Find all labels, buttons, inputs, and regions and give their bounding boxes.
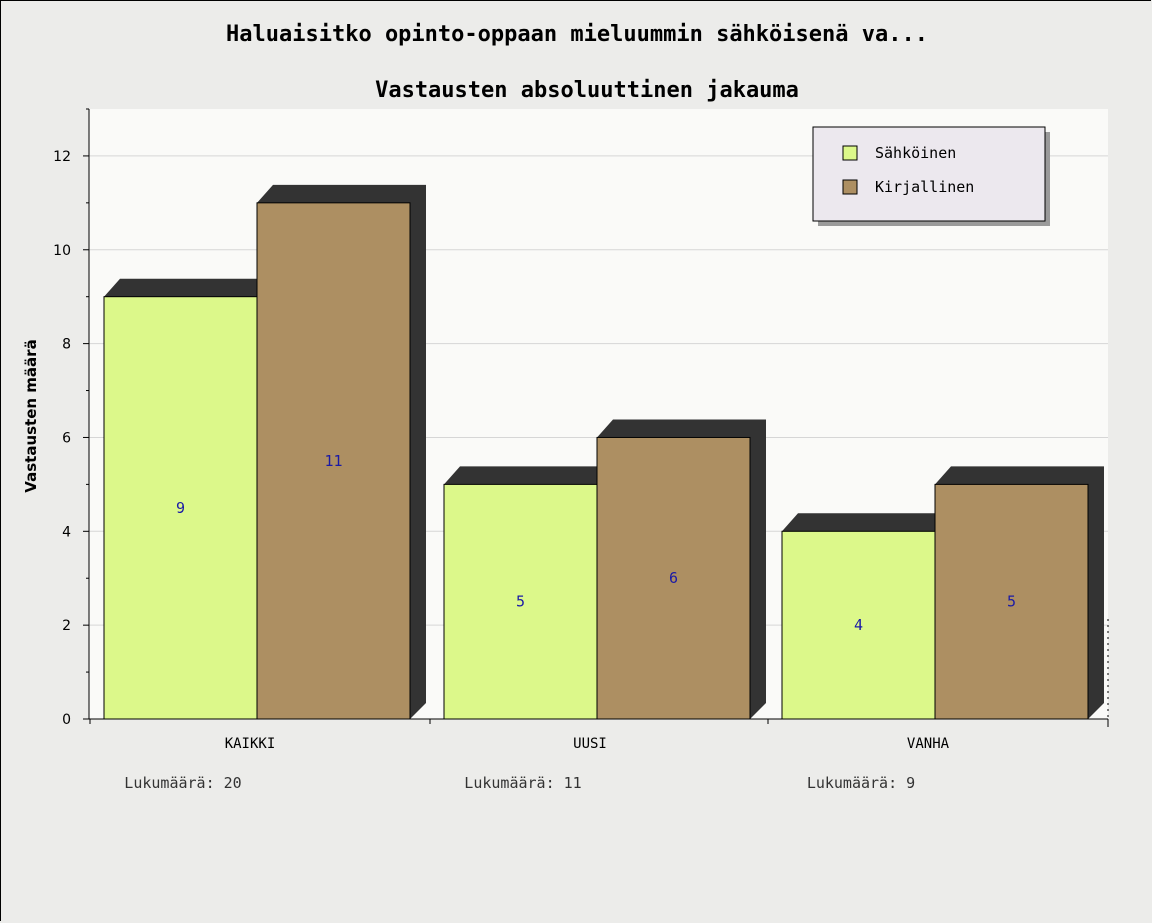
data-label: 9 — [176, 499, 185, 517]
y-tick-label: 10 — [53, 243, 71, 259]
bar-kirjallinen-uusi — [596, 436, 751, 720]
x-tick-label: UUSI — [573, 736, 607, 752]
y-tick-label: 8 — [62, 337, 71, 353]
data-label: 4 — [854, 616, 863, 634]
y-tick-label: 12 — [53, 149, 71, 165]
bar-kirjallinen-kaikki — [256, 202, 411, 720]
x-tick-label: KAIKKI — [225, 736, 276, 752]
category-count-label: Lukumäärä: 11 — [464, 774, 581, 792]
legend-box — [812, 126, 1046, 222]
bar-sahkoinen-vanha — [781, 530, 936, 720]
y-axis-label: Vastausten määrä — [22, 339, 40, 492]
y-tick-label: 4 — [62, 524, 71, 540]
bar-kirjallinen-vanha — [934, 483, 1089, 720]
data-label: 5 — [1007, 593, 1016, 611]
legend-swatch-kirjallinen — [842, 179, 858, 195]
category-count-label: Lukumäärä: 9 — [807, 774, 915, 792]
legend-label-sahkoinen: Sähköinen — [875, 144, 956, 162]
chart-title: Haluaisitko opinto-oppaan mieluummin säh… — [226, 22, 928, 47]
category-count-label: Lukumäärä: 20 — [124, 774, 241, 792]
legend-label-kirjallinen: Kirjallinen — [875, 178, 974, 196]
y-tick-label: 6 — [62, 430, 71, 446]
bar-sahkoinen-uusi — [443, 483, 598, 720]
legend-swatch-sahkoinen — [842, 145, 858, 161]
chart-subtitle: Vastausten absoluuttinen jakauma — [375, 78, 799, 103]
legend: Sähköinen Kirjallinen — [812, 126, 1050, 226]
x-tick-label: VANHA — [907, 736, 950, 752]
y-tick-label: 0 — [62, 712, 71, 728]
data-label: 11 — [324, 452, 342, 470]
y-tick-label: 2 — [62, 618, 71, 634]
bar-sahkoinen-kaikki — [103, 296, 258, 720]
data-label: 5 — [516, 593, 525, 611]
data-label: 6 — [669, 569, 678, 587]
